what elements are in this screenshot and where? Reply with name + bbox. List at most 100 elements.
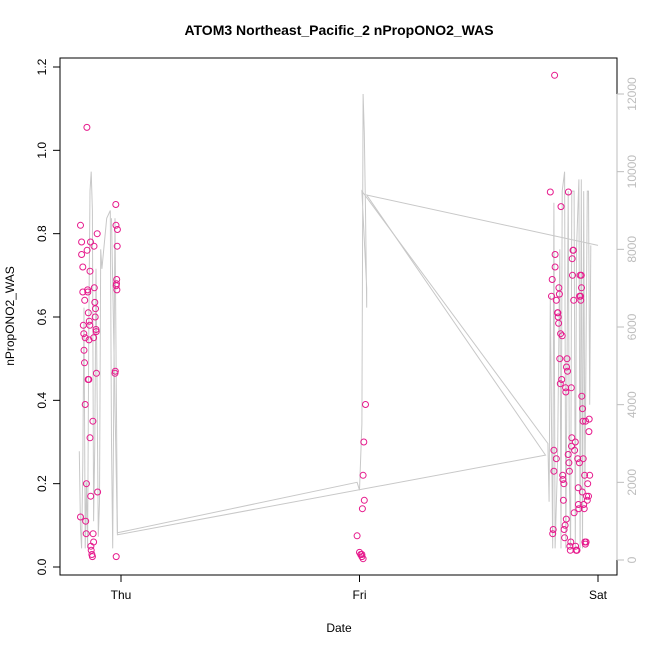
data-point — [83, 123, 91, 131]
y-tick-label: 1.0 — [35, 142, 49, 159]
data-point — [568, 434, 576, 442]
data-point — [564, 451, 572, 458]
data-point — [113, 226, 121, 233]
data-point — [569, 271, 576, 279]
data-point — [558, 376, 566, 383]
y2-tick-label: 6000 — [625, 313, 639, 340]
data-point — [94, 488, 102, 496]
data-point — [564, 188, 572, 196]
axes-layer: Thu Fri Sat 0.0 0.2 0.4 0.6 0.8 1.0 1.2 0 2000 4000 6… — [35, 58, 639, 602]
data-point — [546, 188, 554, 196]
data-point — [79, 321, 87, 329]
data-point — [82, 480, 90, 488]
y2-tick-label: 4000 — [625, 391, 639, 418]
data-point — [90, 334, 98, 342]
data-point — [579, 417, 587, 425]
data-point — [90, 242, 98, 250]
data-point — [81, 296, 89, 304]
data-point — [85, 376, 93, 383]
data-point — [578, 392, 586, 400]
data-point — [548, 276, 556, 283]
y2-tick-label: 8000 — [625, 236, 639, 263]
data-point — [559, 476, 567, 483]
data-point — [86, 267, 94, 275]
data-point — [555, 290, 563, 298]
data-point — [570, 296, 578, 304]
y2-tick-label: 2000 — [625, 469, 639, 496]
data-point — [556, 355, 564, 363]
data-point — [557, 330, 565, 338]
data-point — [582, 417, 590, 425]
data-point — [82, 530, 90, 538]
y2-tick-label: 10000 — [625, 155, 639, 189]
data-point — [580, 505, 588, 513]
y-tick-label: 1.2 — [35, 58, 49, 75]
chart-title: ATOM3 Northeast_Pacific_2 nPropONO2_WAS — [184, 22, 493, 38]
y-tick-label: 0.8 — [35, 225, 49, 242]
altitude-overview-line — [111, 194, 599, 536]
data-point — [81, 401, 89, 408]
data-point — [575, 505, 583, 513]
data-point — [569, 246, 577, 254]
data-point — [85, 317, 93, 325]
data-point — [86, 321, 94, 329]
data-point — [571, 438, 579, 446]
data-point — [562, 515, 570, 523]
data-point — [92, 326, 100, 333]
altitude-line — [78, 93, 592, 549]
data-point — [112, 221, 120, 229]
y-tick-label: 0.2 — [35, 475, 49, 492]
data-point — [565, 459, 573, 467]
data-point — [89, 417, 97, 425]
data-point — [573, 546, 581, 554]
data-point — [557, 203, 565, 211]
data-point — [578, 488, 586, 496]
data-point — [83, 246, 91, 254]
data-point — [577, 296, 585, 304]
data-point — [552, 296, 560, 304]
data-point — [551, 71, 559, 79]
data-point — [92, 305, 99, 313]
data-point — [565, 467, 573, 475]
data-point — [559, 496, 567, 504]
data-point — [570, 509, 578, 517]
data-point — [359, 471, 367, 479]
data-point — [77, 221, 84, 229]
data-point — [81, 359, 88, 367]
data-point — [574, 501, 582, 508]
data-point — [90, 538, 98, 546]
data-point — [550, 446, 558, 454]
data-point — [579, 405, 586, 413]
data-point — [577, 292, 585, 300]
data-point — [563, 363, 570, 371]
data-point — [549, 530, 557, 538]
data-point — [558, 332, 566, 340]
data-point — [360, 438, 368, 446]
y-tick-label: 0.4 — [35, 392, 49, 409]
data-point — [89, 530, 97, 538]
data-point — [586, 471, 594, 479]
data-point — [583, 496, 591, 504]
data-point — [560, 526, 568, 533]
data-layer — [77, 71, 599, 563]
x-tick-label: Fri — [353, 588, 367, 602]
data-point — [358, 551, 366, 558]
data-point — [77, 513, 84, 521]
data-point — [90, 284, 98, 292]
data-point — [78, 251, 86, 258]
data-point — [585, 415, 593, 423]
data-point — [80, 330, 88, 338]
data-point — [561, 534, 569, 542]
data-point — [567, 538, 575, 546]
data-point — [87, 492, 95, 500]
data-point — [584, 480, 592, 488]
data-point — [575, 459, 583, 467]
data-point — [556, 380, 564, 388]
data-point — [552, 455, 560, 463]
data-point — [585, 492, 592, 500]
data-point — [551, 251, 559, 258]
data-point — [79, 263, 87, 271]
data-point — [81, 334, 89, 342]
data-point — [580, 501, 588, 508]
